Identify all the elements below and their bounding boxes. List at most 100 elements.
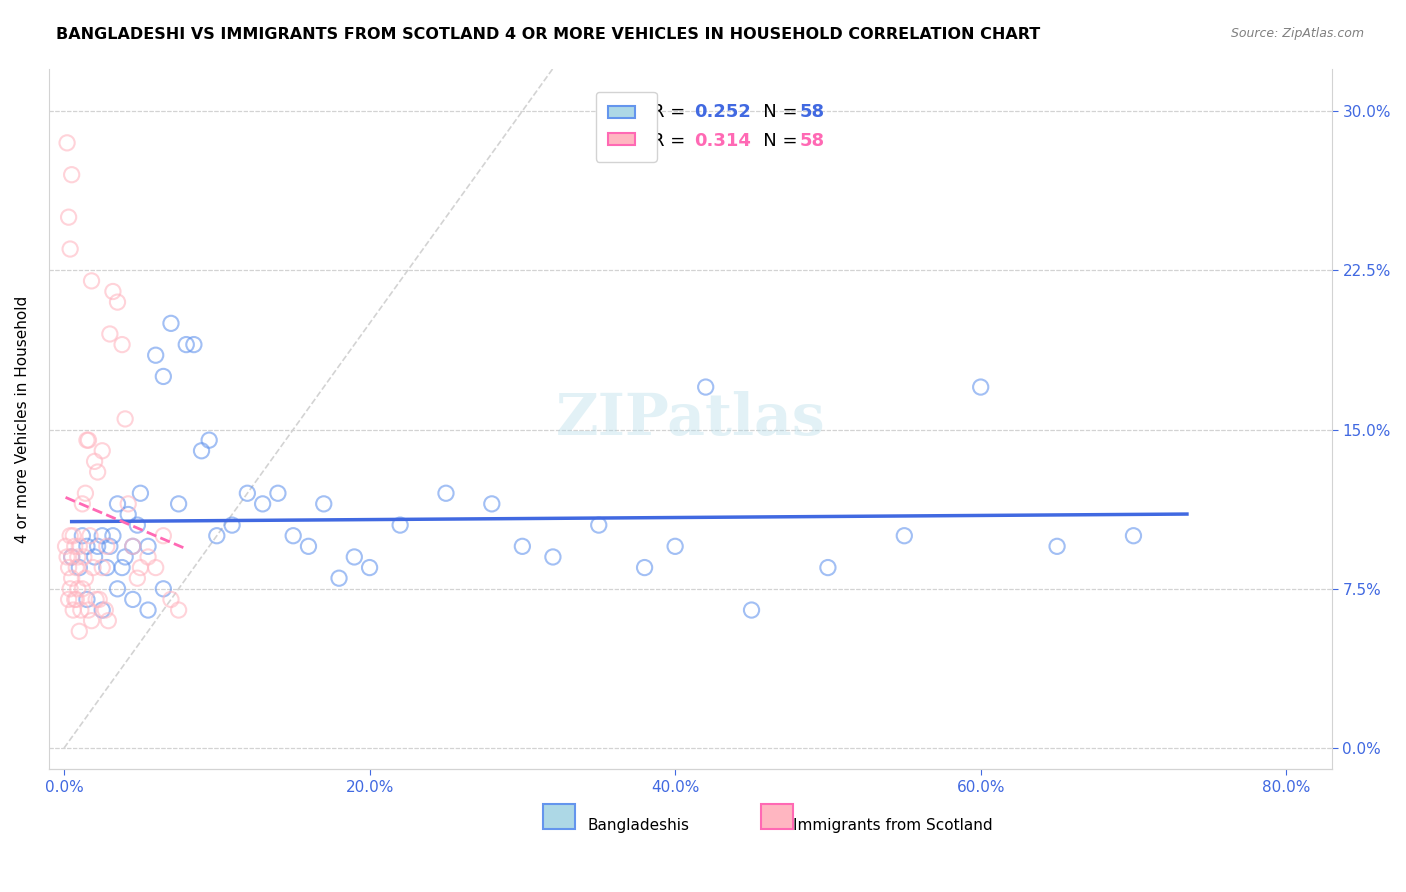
Bangladeshis (343, 549, 366, 564)
Immigrants from Scotland (58, 560, 80, 574)
Bangladeshis (205, 529, 228, 543)
Bangladeshis (312, 497, 335, 511)
Immigrants from Scotland (59, 242, 82, 256)
Immigrants from Scotland (91, 443, 114, 458)
Immigrants from Scotland (59, 529, 82, 543)
Bangladeshis (127, 518, 149, 533)
Bangladeshis (101, 529, 124, 543)
Immigrants from Scotland (65, 560, 87, 574)
Immigrants from Scotland (129, 560, 152, 574)
Immigrants from Scotland (72, 582, 94, 596)
Bangladeshis (183, 337, 205, 351)
Bangladeshis (121, 539, 143, 553)
Immigrants from Scotland (77, 603, 100, 617)
Immigrants from Scotland (73, 549, 96, 564)
Bangladeshis (541, 549, 564, 564)
Bangladeshis (328, 571, 350, 585)
Immigrants from Scotland (160, 592, 183, 607)
Bangladeshis (167, 497, 190, 511)
Immigrants from Scotland (69, 603, 91, 617)
Bangladeshis (1046, 539, 1069, 553)
Immigrants from Scotland (91, 560, 114, 574)
Bangladeshis (152, 369, 174, 384)
Immigrants from Scotland (56, 136, 79, 150)
Immigrants from Scotland (94, 603, 117, 617)
Bangladeshis (174, 337, 197, 351)
Immigrants from Scotland (66, 549, 89, 564)
Bangladeshis (83, 549, 105, 564)
Bangladeshis (160, 317, 183, 331)
Immigrants from Scotland (127, 571, 149, 585)
Immigrants from Scotland (59, 582, 82, 596)
Text: Immigrants from Scotland: Immigrants from Scotland (793, 818, 993, 833)
Bangladeshis (76, 592, 98, 607)
Text: Bangladeshis: Bangladeshis (588, 818, 690, 833)
Immigrants from Scotland (111, 337, 134, 351)
Bangladeshis (893, 529, 915, 543)
Bangladeshis (1122, 529, 1144, 543)
Immigrants from Scotland (107, 295, 129, 310)
Bangladeshis (145, 348, 167, 362)
Bangladeshis (633, 560, 655, 574)
Bangladeshis (664, 539, 686, 553)
Bangladeshis (252, 497, 274, 511)
Text: 58: 58 (800, 103, 825, 121)
Immigrants from Scotland (136, 549, 159, 564)
Immigrants from Scotland (60, 571, 83, 585)
Bangladeshis (481, 497, 503, 511)
Bangladeshis (434, 486, 457, 500)
Bangladeshis (695, 380, 717, 394)
Immigrants from Scotland (58, 592, 80, 607)
Immigrants from Scotland (145, 560, 167, 574)
Bangladeshis (76, 539, 98, 553)
Bangladeshis (117, 508, 139, 522)
Bangladeshis (107, 497, 129, 511)
Immigrants from Scotland (77, 433, 100, 447)
Immigrants from Scotland (97, 614, 120, 628)
FancyBboxPatch shape (761, 805, 793, 829)
Text: 58: 58 (800, 132, 825, 150)
Immigrants from Scotland (83, 454, 105, 468)
Immigrants from Scotland (80, 614, 103, 628)
Bangladeshis (221, 518, 243, 533)
Immigrants from Scotland (62, 603, 84, 617)
Bangladeshis (121, 592, 143, 607)
Bangladeshis (588, 518, 610, 533)
Bangladeshis (297, 539, 319, 553)
Text: N =: N = (745, 132, 803, 150)
Immigrants from Scotland (114, 412, 136, 426)
Immigrants from Scotland (67, 539, 90, 553)
Immigrants from Scotland (79, 529, 101, 543)
Immigrants from Scotland (75, 486, 97, 500)
Text: 0.252: 0.252 (695, 103, 751, 121)
Bangladeshis (136, 603, 159, 617)
Bangladeshis (114, 549, 136, 564)
Bangladeshis (72, 529, 94, 543)
Bangladeshis (86, 539, 108, 553)
Text: 0.314: 0.314 (695, 132, 751, 150)
Bangladeshis (970, 380, 993, 394)
Immigrants from Scotland (76, 433, 98, 447)
Bangladeshis (96, 560, 118, 574)
Immigrants from Scotland (67, 624, 90, 639)
Text: R =: R = (652, 103, 690, 121)
Text: R =: R = (652, 132, 690, 150)
Immigrants from Scotland (55, 539, 77, 553)
Immigrants from Scotland (117, 497, 139, 511)
Text: BANGLADESHI VS IMMIGRANTS FROM SCOTLAND 4 OR MORE VEHICLES IN HOUSEHOLD CORRELAT: BANGLADESHI VS IMMIGRANTS FROM SCOTLAND … (56, 27, 1040, 42)
Bangladeshis (152, 582, 174, 596)
Bangladeshis (91, 529, 114, 543)
Bangladeshis (267, 486, 290, 500)
Immigrants from Scotland (80, 274, 103, 288)
Bangladeshis (60, 549, 83, 564)
Immigrants from Scotland (65, 592, 87, 607)
Text: Source: ZipAtlas.com: Source: ZipAtlas.com (1230, 27, 1364, 40)
Immigrants from Scotland (63, 592, 86, 607)
Bangladeshis (111, 560, 134, 574)
Immigrants from Scotland (82, 560, 104, 574)
Bangladeshis (198, 433, 221, 447)
Bangladeshis (741, 603, 763, 617)
Immigrants from Scotland (84, 592, 107, 607)
Immigrants from Scotland (98, 326, 121, 341)
Bangladeshis (67, 560, 90, 574)
